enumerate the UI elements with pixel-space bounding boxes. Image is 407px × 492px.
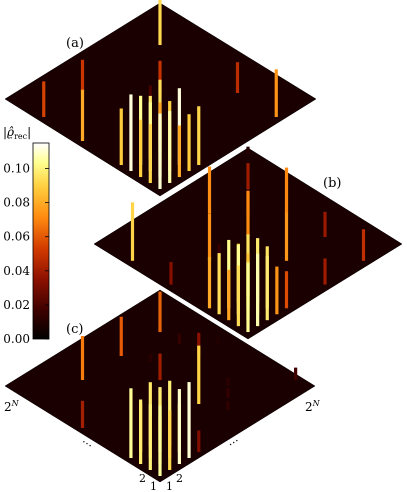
matrix-bar bbox=[42, 81, 46, 117]
matrix-bar bbox=[256, 253, 260, 327]
colorbar-gradient bbox=[32, 142, 50, 340]
matrix-bar bbox=[284, 167, 289, 214]
matrix-bar bbox=[148, 123, 152, 183]
matrix-bar bbox=[217, 244, 221, 255]
panel-c-label: (c) bbox=[66, 322, 83, 337]
matrix-bar bbox=[13, 380, 17, 386]
matrix-bar bbox=[294, 367, 298, 380]
matrix-bar bbox=[284, 212, 289, 261]
matrix-bar bbox=[168, 111, 172, 183]
matrix-bar bbox=[168, 410, 172, 470]
matrix-bar bbox=[158, 60, 162, 93]
right-axis-end-label: 2N bbox=[305, 399, 321, 414]
matrix-bar bbox=[246, 262, 250, 333]
matrix-bar bbox=[187, 382, 191, 458]
matrix-bar bbox=[158, 113, 162, 189]
panel-b-bars bbox=[130, 146, 366, 333]
matrix-bar bbox=[148, 404, 152, 470]
matrix-bar bbox=[187, 114, 191, 171]
matrix-bar bbox=[227, 269, 231, 321]
right-axis-tick-2: 2 bbox=[176, 472, 183, 485]
matrix-bar bbox=[139, 119, 143, 177]
matrix-bar bbox=[80, 59, 85, 93]
matrix-bar bbox=[177, 389, 181, 464]
matrix-bar bbox=[158, 291, 162, 332]
matrix-bar bbox=[158, 0, 162, 45]
colorbar-tick-label: 0.00 bbox=[3, 332, 30, 346]
left-axis-tick-1: 1 bbox=[150, 480, 157, 492]
matrix-bar bbox=[80, 335, 85, 380]
matrix-bar bbox=[80, 400, 85, 428]
matrix-bar bbox=[217, 253, 221, 315]
matrix-bar bbox=[265, 255, 269, 321]
matrix-bar bbox=[177, 125, 181, 177]
matrix-bar bbox=[236, 265, 240, 327]
matrix-bar bbox=[274, 69, 278, 117]
left-axis-tick-2: 2 bbox=[139, 472, 146, 485]
colorbar-tick-label: 0.10 bbox=[3, 162, 30, 176]
matrix-bar bbox=[139, 51, 143, 57]
panel-a-bars bbox=[42, 0, 278, 189]
colorbar-tick-label: 0.06 bbox=[3, 230, 30, 244]
colorbar-tick-label: 0.04 bbox=[3, 264, 30, 278]
matrix-bar bbox=[246, 163, 250, 190]
matrix-bar bbox=[197, 430, 201, 452]
matrix-bar bbox=[197, 332, 201, 356]
panel-a-label: (a) bbox=[66, 36, 84, 51]
matrix-bar bbox=[275, 266, 279, 315]
matrix-bar bbox=[246, 146, 250, 154]
matrix-bar bbox=[158, 405, 162, 476]
matrix-bar bbox=[246, 190, 250, 238]
matrix-bar bbox=[323, 211, 327, 238]
panel-a: (a) bbox=[4, 0, 317, 197]
colorbar-title: |ϱ̂rec| bbox=[3, 125, 31, 141]
colorbar-ticks: 0.10 0.08 0.06 0.04 0.02 0.00 bbox=[3, 162, 49, 346]
matrix-bar bbox=[284, 271, 289, 309]
right-axis-tick-1: 1 bbox=[166, 480, 173, 492]
matrix-bar bbox=[177, 333, 181, 344]
colorbar: |ϱ̂rec| 0.10 0.08 0.06 0.04 0.02 0.00 bbox=[3, 125, 50, 346]
matrix-bar bbox=[129, 94, 133, 171]
matrix-bar bbox=[80, 89, 85, 141]
matrix-bar bbox=[197, 106, 201, 165]
matrix-bar bbox=[100, 123, 104, 129]
matrix-bar bbox=[226, 377, 230, 386]
matrix-bar bbox=[207, 166, 212, 214]
matrix-bar bbox=[130, 202, 135, 261]
matrix-bar bbox=[226, 388, 230, 398]
matrix-bar bbox=[226, 400, 230, 410]
matrix-bar bbox=[148, 85, 152, 99]
panel-b-label: (b) bbox=[323, 176, 341, 191]
matrix-bar bbox=[119, 108, 123, 165]
matrix-bar bbox=[179, 213, 183, 220]
left-axis-end-label: 2N bbox=[4, 399, 20, 414]
matrix-bar bbox=[197, 345, 201, 404]
colorbar-tick-label: 0.02 bbox=[3, 298, 30, 312]
matrix-bar bbox=[235, 62, 240, 93]
colorbar-tick-label: 0.08 bbox=[3, 196, 30, 210]
matrix-bar bbox=[361, 229, 366, 261]
matrix-bar bbox=[129, 388, 133, 458]
matrix-bar bbox=[51, 106, 56, 111]
matrix-bar bbox=[323, 258, 327, 285]
matrix-bar bbox=[169, 261, 173, 285]
panel-c-bars bbox=[13, 291, 298, 476]
panel-b: (b) bbox=[93, 146, 403, 340]
matrix-bar bbox=[139, 399, 143, 464]
matrix-bar bbox=[216, 337, 220, 344]
matrix-bar bbox=[119, 316, 123, 356]
matrix-bar bbox=[207, 213, 212, 261]
panel-c: (c) bbox=[4, 289, 316, 483]
matrix-bar bbox=[158, 353, 162, 380]
matrix-bar bbox=[148, 353, 152, 362]
matrix-bar bbox=[207, 256, 212, 309]
